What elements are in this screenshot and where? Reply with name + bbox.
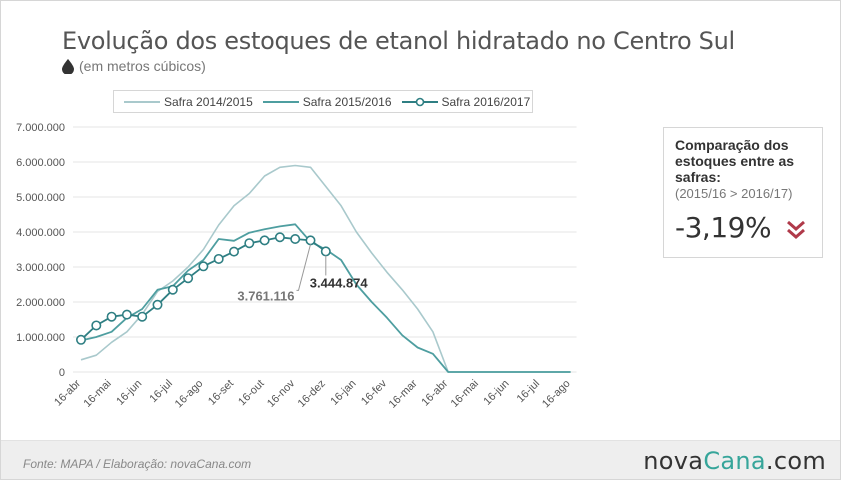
series-line (80, 223, 571, 373)
x-tick-label: 16-fev (359, 377, 389, 407)
legend-swatch-2015-2016 (262, 100, 299, 103)
y-tick-label: 0 (59, 367, 65, 379)
footer: Fonte: MAPA / Elaboração: novaCana.com n… (1, 440, 840, 479)
x-tick-label: 16-set (206, 378, 236, 408)
droplet-icon (62, 58, 74, 74)
y-axis: 0 1.000.000 2.000.000 3.000.000 4.000.000 5.0… (16, 122, 65, 379)
x-tick-label: 16-abr (52, 377, 83, 408)
x-tick-label: 16-mai (81, 378, 113, 410)
series-point (183, 273, 194, 284)
series-point (91, 320, 102, 331)
y-tick-label: 3.000.000 (16, 262, 65, 274)
legend-item-2016-2017[interactable]: Safra 2016/2017 (401, 94, 531, 109)
series-point (305, 235, 316, 246)
y-tick-label: 7.000.000 (16, 122, 65, 134)
x-tick-label: 16-mar (387, 377, 420, 410)
series-point (167, 284, 178, 295)
x-tick-label: 16-jun (481, 378, 511, 408)
brand-part2: Cana (703, 447, 766, 475)
series-point (320, 246, 331, 257)
series-point (106, 311, 117, 322)
brand-part3: .com (765, 447, 826, 475)
legend-label-2015-2016: Safra 2015/2016 (302, 94, 392, 109)
series-line (80, 164, 571, 373)
y-tick-label: 1.000.000 (16, 332, 65, 344)
legend-item-2015-2016[interactable]: Safra 2015/2016 (262, 94, 392, 109)
brand-part1: nova (643, 447, 704, 475)
legend-swatch-2016-2017 (401, 97, 438, 106)
x-tick-label: 16-ago (173, 378, 206, 411)
comparison-safras: (2015/16 > 2016/17) (675, 186, 793, 201)
legend-label-2016-2017: Safra 2016/2017 (441, 94, 531, 109)
series-point (244, 238, 255, 249)
x-tick-label: 16-out (236, 378, 267, 409)
chart-subtitle: (em metros cúbicos) (62, 58, 206, 74)
legend-swatch-2014-2015 (124, 100, 160, 103)
source-note: Fonte: MAPA / Elaboração: novaCana.com (23, 457, 252, 471)
y-tick-label: 2.000.000 (16, 297, 65, 309)
y-tick-label: 5.000.000 (16, 192, 65, 204)
annotation-label: 3.761.116 (237, 288, 294, 303)
series-point (213, 253, 224, 264)
x-tick-label: 16-jul (515, 378, 543, 406)
y-tick-label: 6.000.000 (16, 157, 65, 169)
x-tick-label: 16-mai (449, 378, 481, 410)
x-tick-label: 16-nov (265, 377, 298, 410)
chart-title: Evolução dos estoques de etanol hidratad… (62, 27, 735, 55)
series-point (152, 299, 163, 310)
series-point (198, 261, 209, 272)
annotation-leader (296, 244, 311, 291)
comparison-title: Comparação dos estoques entre as safras: (675, 137, 795, 185)
brand-logo[interactable]: novaCana.com (643, 447, 826, 475)
x-tick-label: 16-jan (328, 378, 358, 408)
series-point (259, 235, 270, 246)
series-point (137, 311, 148, 322)
legend-item-2014-2015[interactable]: Safra 2014/2015 (124, 95, 253, 109)
series-point (76, 334, 87, 345)
series-point (274, 232, 285, 243)
line-chart: 0 1.000.000 2.000.000 3.000.000 4.000.000 5.0… (16, 122, 577, 411)
chart-markers (76, 232, 331, 345)
double-chevron-down-icon (785, 219, 807, 246)
chart-annotations: 3.761.116 3.444.874 (237, 244, 368, 303)
y-tick-label: 4.000.000 (16, 227, 65, 239)
comparison-panel: Comparação dos estoques entre as safras:… (663, 127, 823, 258)
x-tick-label: 16-dez (296, 378, 328, 410)
x-tick-label: 16-abr (419, 377, 450, 408)
comparison-value: -3,19% (675, 211, 772, 244)
x-tick-label: 16-jul (147, 378, 175, 406)
subtitle-text: (em metros cúbicos) (79, 58, 206, 74)
x-tick-label: 16-jun (114, 378, 144, 408)
legend-label-2014-2015: Safra 2014/2015 (164, 94, 253, 109)
chart-legend: Safra 2014/2015 Safra 2015/2016 Safra 20… (113, 90, 533, 113)
annotation-label: 3.444.874 (310, 275, 369, 290)
series-point (290, 234, 301, 245)
series-point (229, 246, 240, 257)
series-point (121, 309, 132, 320)
x-tick-label: 16-ago (540, 378, 573, 411)
